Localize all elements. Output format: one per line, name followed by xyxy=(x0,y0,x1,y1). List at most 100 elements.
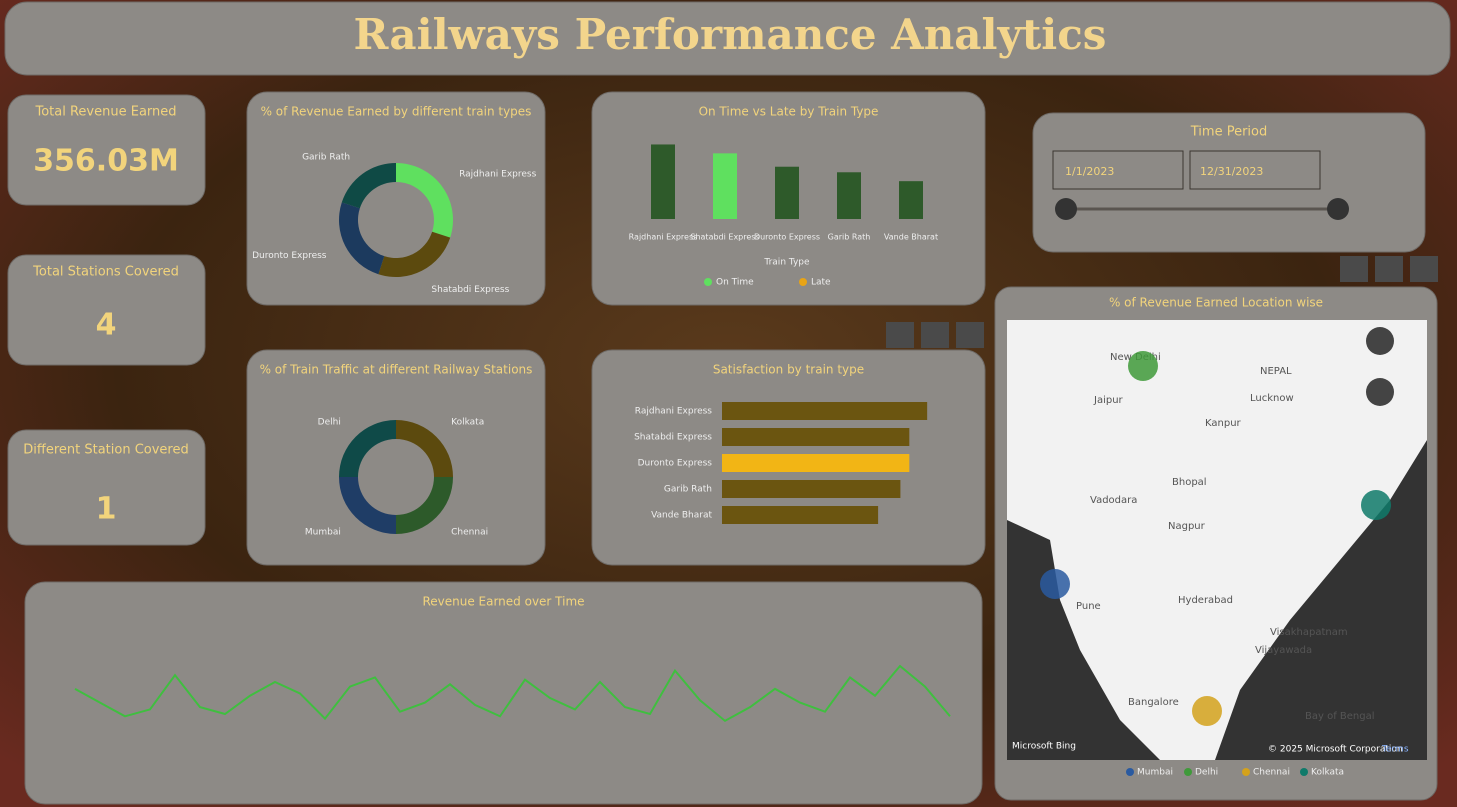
map-place: Visakhapatnam xyxy=(1270,627,1348,638)
filter-button[interactable] xyxy=(1340,256,1368,282)
title-panel xyxy=(4,1,1451,76)
legend-marker xyxy=(1184,768,1192,776)
donut-segment xyxy=(339,477,396,534)
map-place: Bangalore xyxy=(1128,697,1179,708)
chart-title: % of Revenue Earned Location wise xyxy=(1109,296,1323,310)
slider-handle[interactable] xyxy=(1055,198,1077,220)
map-place: Pune xyxy=(1076,601,1101,612)
zoom-out[interactable] xyxy=(1366,378,1394,406)
donut-label: Mumbai xyxy=(305,528,341,538)
donut-label: Shatabdi Express xyxy=(431,285,509,295)
donut-label: Rajdhani Express xyxy=(459,170,537,180)
map-place: Kanpur xyxy=(1205,418,1242,429)
bar xyxy=(722,402,928,420)
date-input[interactable] xyxy=(1189,150,1321,190)
card-label: Different Station Covered xyxy=(23,443,188,458)
donut-segment xyxy=(378,231,451,277)
card-label: Total Revenue Earned xyxy=(34,105,176,120)
date-start: 1/1/2023 xyxy=(1065,165,1114,178)
donut-segment xyxy=(396,163,454,238)
legend-marker xyxy=(1242,768,1250,776)
x-tick-label: Garib Rath xyxy=(828,233,871,242)
panel xyxy=(246,349,546,566)
slicer-panel xyxy=(1032,112,1426,253)
x-tick-label: Shatabdi Express xyxy=(690,233,759,242)
chart-title: % of Revenue Earned by different train t… xyxy=(261,105,532,119)
card-value: 4 xyxy=(96,308,117,343)
legend-marker xyxy=(1126,768,1134,776)
y-tick-label: Duronto Express xyxy=(638,459,713,469)
slicer-title: Time Period xyxy=(1190,125,1267,140)
y-tick-label: Rajdhani Express xyxy=(635,407,713,417)
chart-title: % of Train Traffic at different Railway … xyxy=(260,363,533,377)
legend-label: Late xyxy=(811,278,831,288)
legend-label: On Time xyxy=(716,278,754,288)
map-bubble xyxy=(1192,696,1222,726)
legend-label: Chennai xyxy=(1253,768,1290,778)
bar xyxy=(899,181,923,219)
panel xyxy=(24,581,983,805)
donut-segment xyxy=(396,420,453,477)
bar xyxy=(722,480,901,498)
line xyxy=(74,664,951,723)
card-label: Total Stations Covered xyxy=(32,265,179,280)
date-input[interactable] xyxy=(1052,150,1184,190)
map-place: Nagpur xyxy=(1168,521,1206,532)
card-value: 1 xyxy=(96,492,117,527)
map-place: Lucknow xyxy=(1250,393,1294,404)
map-bubble xyxy=(1361,490,1391,520)
legend-label: Kolkata xyxy=(1311,768,1344,778)
focus-button[interactable] xyxy=(1375,256,1403,282)
map-bubble xyxy=(1040,569,1070,599)
bar xyxy=(722,454,910,472)
bar xyxy=(837,172,861,219)
legend-marker xyxy=(704,278,712,286)
x-tick-label: Vande Bharat xyxy=(884,233,938,242)
map-sea xyxy=(1215,440,1427,760)
x-axis-label: Train Type xyxy=(763,258,810,268)
map-place: Vadodara xyxy=(1090,495,1137,506)
chart-title: Satisfaction by train type xyxy=(713,363,864,377)
map-terms[interactable]: Terms xyxy=(1381,745,1409,755)
x-tick-label: Rajdhani Express xyxy=(629,233,698,242)
legend-marker xyxy=(1300,768,1308,776)
donut-segment xyxy=(339,420,396,477)
donut-segment xyxy=(338,202,385,275)
map-place: Vijayawada xyxy=(1255,645,1312,656)
panel xyxy=(246,91,546,306)
x-tick-label: Duronto Express xyxy=(754,233,820,242)
bar xyxy=(775,166,799,219)
filter-button[interactable] xyxy=(886,322,914,348)
card xyxy=(7,254,206,366)
card xyxy=(7,429,206,546)
map-place: Bhopal xyxy=(1172,477,1207,488)
chart-title: On Time vs Late by Train Type xyxy=(699,105,879,119)
legend-marker xyxy=(799,278,807,286)
y-tick-label: Shatabdi Express xyxy=(634,433,712,443)
bar xyxy=(722,506,879,524)
donut-segment xyxy=(396,477,453,534)
more-button[interactable] xyxy=(1410,256,1438,282)
map-place: Hyderabad xyxy=(1178,595,1233,606)
zoom-in[interactable] xyxy=(1366,327,1394,355)
card xyxy=(7,94,206,206)
chart-title: Revenue Earned over Time xyxy=(422,595,584,609)
date-end: 12/31/2023 xyxy=(1200,165,1263,178)
map-bubble xyxy=(1128,351,1158,381)
donut-label: Delhi xyxy=(318,417,341,427)
map-attribution: © 2025 Microsoft Corporation xyxy=(1268,745,1403,755)
focus-button[interactable] xyxy=(921,322,949,348)
donut-label: Duronto Express xyxy=(252,251,327,261)
y-tick-label: Vande Bharat xyxy=(651,511,712,521)
map-provider: Microsoft Bing xyxy=(1012,742,1076,752)
card-value: 356.03M xyxy=(33,144,179,179)
map-place: Jaipur xyxy=(1093,395,1124,406)
bar xyxy=(713,153,737,219)
legend-label: Delhi xyxy=(1195,768,1218,778)
donut-label: Kolkata xyxy=(451,417,484,427)
more-button[interactable] xyxy=(956,322,984,348)
donut-segment xyxy=(341,162,396,209)
legend-label: Mumbai xyxy=(1137,768,1173,778)
slider-handle[interactable] xyxy=(1327,198,1349,220)
